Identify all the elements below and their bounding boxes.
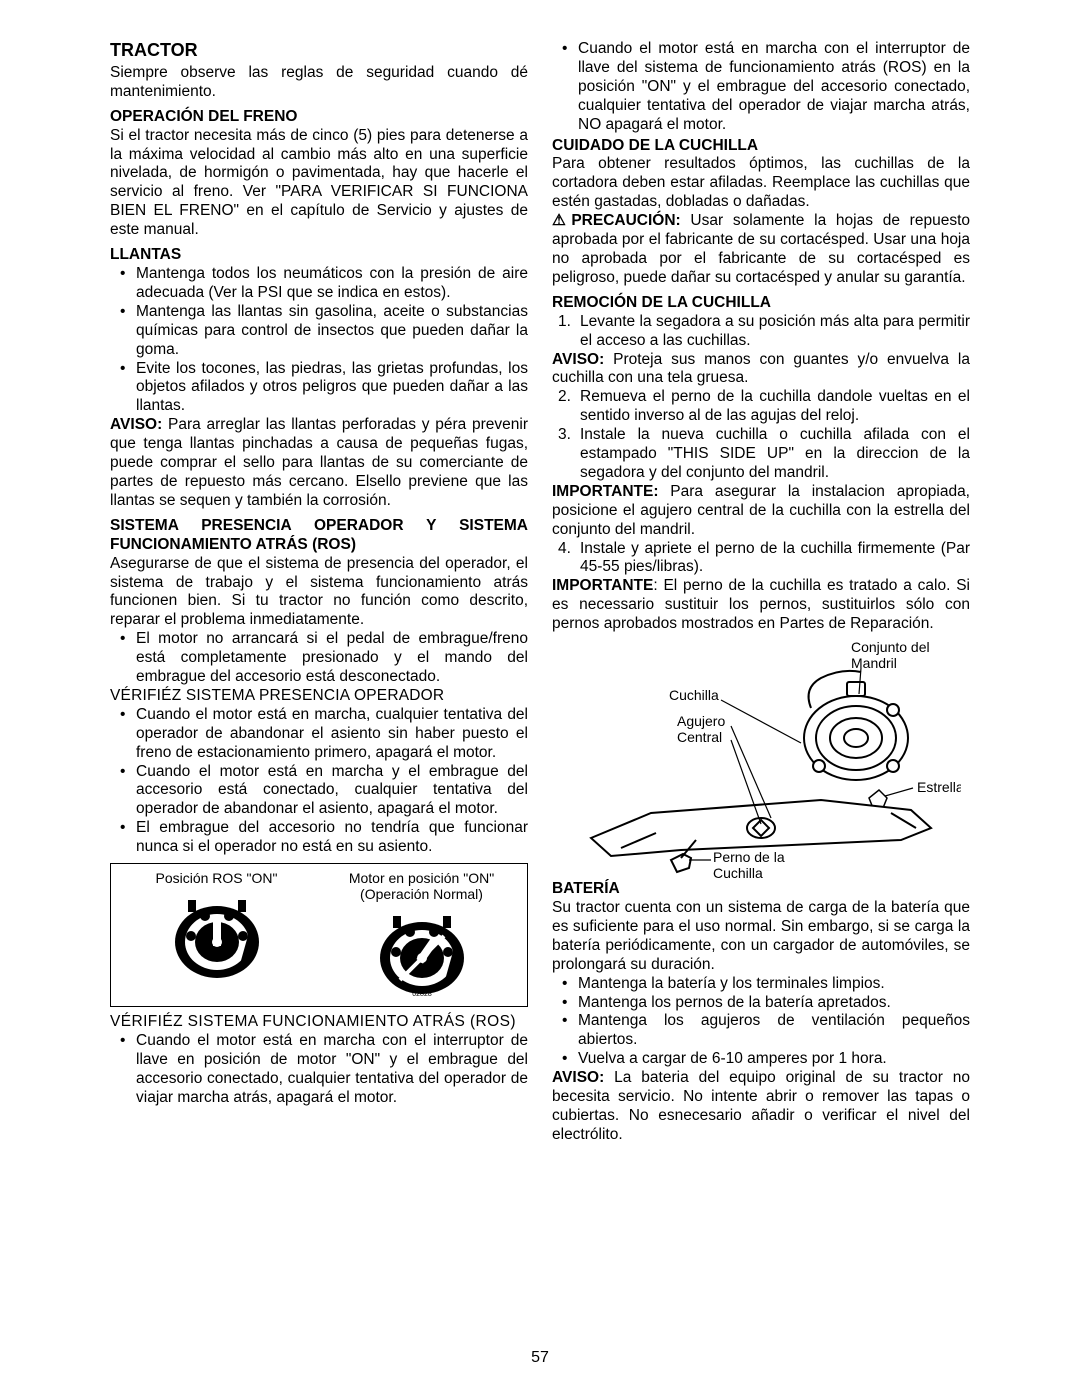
aviso-lead: AVISO: bbox=[552, 351, 604, 368]
ros-figure-box: Posición ROS "ON" Motor en p bbox=[110, 863, 528, 1007]
freno-heading: OPERACIÓN DEL FRENO bbox=[110, 108, 528, 127]
llantas-aviso: AVISO: Para arreglar las llantas perfora… bbox=[110, 416, 528, 511]
importante2: IMPORTANTE: El perno de la cuchilla es t… bbox=[552, 577, 970, 634]
label-estrella: Estrella bbox=[917, 779, 961, 795]
ros-figure-left: Posición ROS "ON" bbox=[119, 870, 314, 982]
verify-ros-heading: VÉRIFIÉZ SISTEMA FUNCIONAMIENTO ATRÁS (R… bbox=[110, 1013, 528, 1032]
verify-op-item: Cuando el motor está en marcha y el embr… bbox=[126, 763, 528, 820]
bateria-heading: BATERÍA bbox=[552, 880, 970, 899]
svg-text:Cuchilla: Cuchilla bbox=[713, 865, 763, 878]
ros-left-label: Posición ROS "ON" bbox=[119, 870, 314, 886]
bateria-item: Mantenga los pernos de la batería apreta… bbox=[568, 994, 970, 1013]
ros-heading: SISTEMA PRESENCIA OPERADOR Y SISTEMA FUN… bbox=[110, 517, 528, 555]
step-num: 1. bbox=[558, 313, 571, 332]
aviso-lead: AVISO: bbox=[110, 416, 162, 433]
ros-engine-item: El motor no arrancará si el pedal de emb… bbox=[126, 630, 528, 687]
bateria-item: Mantenga los agujeros de ventilación peq… bbox=[568, 1012, 970, 1050]
ros-right-label1: Motor en posición "ON" bbox=[324, 870, 519, 886]
cuidado-heading: CUIDADO DE LA CUCHILLA bbox=[552, 137, 970, 156]
remocion-list-2: 2. Remueva el perno de la cuchilla dandol… bbox=[552, 388, 970, 483]
remocion-step: 4.Instale y apriete el perno de la cuchi… bbox=[568, 540, 970, 578]
llantas-heading: LLANTAS bbox=[110, 246, 528, 265]
label-perno: Perno de la bbox=[713, 849, 785, 865]
tractor-body: Siempre observe las reglas de seguridad … bbox=[110, 64, 528, 102]
importante-lead: IMPORTANTE bbox=[552, 577, 653, 594]
cuidado-body: Para obtener resultados óptimos, las cuc… bbox=[552, 155, 970, 212]
remocion-step: 3.Instale la nueva cuchilla o cuchilla a… bbox=[568, 426, 970, 483]
right-column: Cuando el motor está en marcha con el in… bbox=[552, 40, 970, 1145]
remocion-aviso: AVISO: Proteja sus manos con guantes y/o… bbox=[552, 351, 970, 389]
label-mandril: Conjunto del bbox=[851, 639, 930, 655]
left-column: TRACTOR Siempre observe las reglas de se… bbox=[110, 40, 528, 1145]
bateria-aviso: AVISO: La bateria del equipo original de… bbox=[552, 1069, 970, 1145]
llantas-item: Mantenga todos los neumáticos con la pre… bbox=[126, 265, 528, 303]
remocion-step: 2.Remueva el perno de la cuchilla dandol… bbox=[568, 388, 970, 426]
llantas-item: Mantenga las llantas sin gasolina, aceit… bbox=[126, 303, 528, 360]
verify-op-list: Cuando el motor está en marcha, cualquie… bbox=[110, 706, 528, 857]
precaucion-lead: PRECAUCIÓN: bbox=[571, 212, 680, 229]
verify-op-heading: VÉRIFIÉZ SISTEMA PRESENCIA OPERADOR bbox=[110, 687, 528, 706]
step-text: Remueva el perno de la cuchilla dandole … bbox=[580, 388, 970, 424]
step-text: Levante la segadora a su posición más al… bbox=[580, 313, 970, 349]
page-number: 57 bbox=[531, 1349, 549, 1367]
step-num: 2. bbox=[558, 388, 571, 407]
blade-figure: Conjunto del Mandril Cuchilla Agujero Ce… bbox=[552, 638, 970, 878]
remocion-list-3: 4. Instale y apriete el perno de la cuchi… bbox=[552, 540, 970, 578]
bateria-item: Mantenga la batería y los terminales lim… bbox=[568, 975, 970, 994]
verify-op-item: Cuando el motor está en marcha, cualquie… bbox=[126, 706, 528, 763]
remocion-list: 1. Levante la segadora a su posición más … bbox=[552, 313, 970, 351]
ros-body: Asegurarse de que el sistema de presenci… bbox=[110, 555, 528, 631]
bateria-body: Su tractor cuenta con un sistema de carg… bbox=[552, 899, 970, 975]
llantas-item: Evite los tocones, las piedras, las grie… bbox=[126, 360, 528, 417]
verify-ros-item: Cuando el motor está en marcha con el in… bbox=[126, 1032, 528, 1108]
remocion-heading: REMOCIÓN DE LA CUCHILLA bbox=[552, 294, 970, 313]
svg-text:Central: Central bbox=[677, 729, 722, 745]
ros-right-label2: (Operación Normal) bbox=[324, 886, 519, 902]
svg-text:Mandril: Mandril bbox=[851, 655, 897, 671]
ros-continued-list: Cuando el motor está en marcha con el in… bbox=[552, 40, 970, 135]
importante-lead: IMPORTANTE: bbox=[552, 483, 658, 500]
bateria-list: Mantenga la batería y los terminales lim… bbox=[552, 975, 970, 1070]
label-agujero: Agujero bbox=[677, 713, 725, 729]
verify-op-item: El embrague del accesorio no tendría que… bbox=[126, 819, 528, 857]
freno-body: Si el tractor necesita más de cinco (5) … bbox=[110, 127, 528, 240]
importante1: IMPORTANTE: Para asegurar la instalacion… bbox=[552, 483, 970, 540]
remocion-step: 1.Levante la segadora a su posición más … bbox=[568, 313, 970, 351]
verify-ros-list: Cuando el motor está en marcha con el in… bbox=[110, 1032, 528, 1108]
aviso-lead: AVISO: bbox=[552, 1069, 604, 1086]
aviso-body: La bateria del equipo original de su tra… bbox=[552, 1069, 970, 1143]
step-num: 3. bbox=[558, 426, 571, 445]
tractor-heading: TRACTOR bbox=[110, 40, 528, 62]
step-num: 4. bbox=[558, 540, 571, 559]
label-cuchilla-top: Cuchilla bbox=[669, 687, 719, 703]
ignition-ros-on-icon bbox=[167, 892, 267, 982]
ros-figure-right: Motor en posición "ON" (Operación Normal… bbox=[324, 870, 519, 998]
svg-text:02828: 02828 bbox=[412, 991, 432, 998]
aviso-body: Para arreglar las llantas perforadas y p… bbox=[110, 416, 528, 509]
llantas-list: Mantenga todos los neumáticos con la pre… bbox=[110, 265, 528, 416]
ros-list: El motor no arrancará si el pedal de emb… bbox=[110, 630, 528, 687]
warning-icon: ⚠ bbox=[552, 212, 571, 229]
ignition-normal-icon: 02828 bbox=[372, 908, 472, 998]
step-text: Instale la nueva cuchilla o cuchilla afi… bbox=[580, 426, 970, 481]
ros-continued-item: Cuando el motor está en marcha con el in… bbox=[568, 40, 970, 135]
step-text: Instale y apriete el perno de la cuchill… bbox=[580, 540, 970, 576]
blade-diagram-icon: Conjunto del Mandril Cuchilla Agujero Ce… bbox=[561, 638, 961, 878]
aviso-body: Proteja sus manos con guantes y/o envuel… bbox=[552, 351, 970, 387]
precaucion-line: ⚠PRECAUCIÓN: Usar solamente la hojas de … bbox=[552, 212, 970, 288]
bateria-item: Vuelva a cargar de 6-10 amperes por 1 ho… bbox=[568, 1050, 970, 1069]
